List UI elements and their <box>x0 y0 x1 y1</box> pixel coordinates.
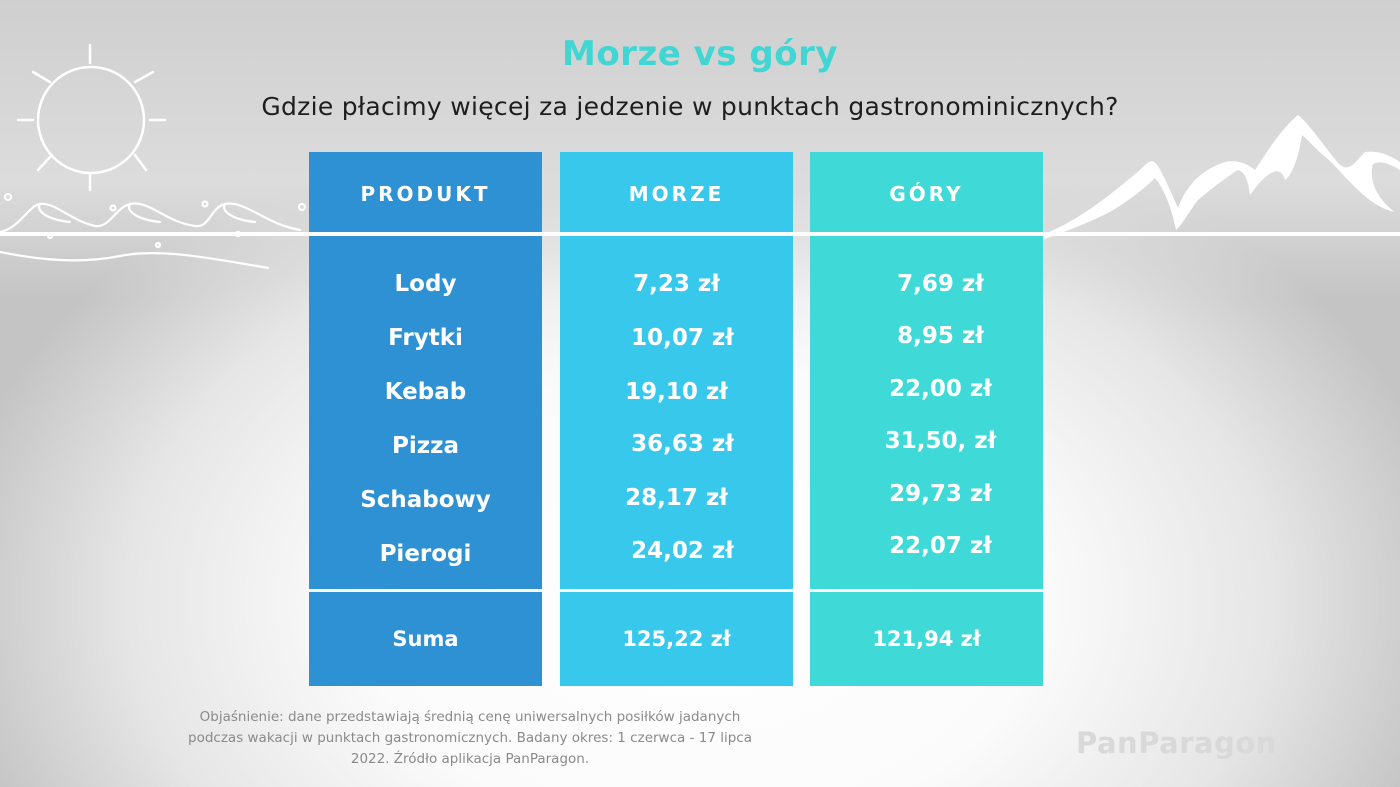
header-divider-line <box>0 232 1400 236</box>
morze-cell-lody: 7,23 zł <box>633 271 720 297</box>
gory-cell-frytki: 8,95 zł <box>897 323 984 349</box>
product-cell-pizza: Pizza <box>391 433 460 459</box>
gory-cell-lody: 7,69 zł <box>897 271 984 297</box>
gory-header: GÓRY <box>810 152 1043 235</box>
product-cell-lody: Lody <box>394 271 457 297</box>
morze-header: MORZE <box>560 152 793 235</box>
mountains-icon <box>1042 115 1400 240</box>
brand-logo: PanParagon <box>1076 726 1277 760</box>
morze-total: 125,22 zł <box>560 592 793 686</box>
gory-cell-pierogi: 22,07 zł <box>889 533 992 559</box>
morze-cell-schabowy: 28,17 zł <box>625 485 728 511</box>
page-title: Morze vs góry <box>561 34 838 74</box>
suma-label: Suma <box>309 592 542 686</box>
gory-body: 7,69 zł 8,95 zł 22,00 zł 31,50, zł 29,73… <box>810 236 1043 589</box>
morze-cell-frytki: 10,07 zł <box>631 325 734 351</box>
morze-body: 7,23 zł 10,07 zł 19,10 zł 36,63 zł 28,17… <box>560 236 793 589</box>
explanation-note: Objaśnienie: dane przedstawiają średnią … <box>170 707 770 770</box>
product-cell-kebab: Kebab <box>384 379 467 405</box>
gory-cell-pizza: 31,50, zł <box>884 428 997 454</box>
morze-cell-kebab: 19,10 zł <box>625 379 728 405</box>
morze-cell-pizza: 36,63 zł <box>631 431 734 457</box>
gory-cell-schabowy: 29,73 zł <box>889 481 992 507</box>
note-line-1: Objaśnienie: dane przedstawiają średnią … <box>199 709 741 725</box>
page-subtitle: Gdzie płacimy więcej za jedzenie w punkt… <box>261 92 1119 121</box>
gory-cell-kebab: 22,00 zł <box>889 376 992 402</box>
morze-cell-pierogi: 24,02 zł <box>631 538 734 564</box>
product-cell-schabowy: Schabowy <box>360 487 491 513</box>
product-cell-pierogi: Pierogi <box>379 541 472 567</box>
note-line-2: podczas wakacji w punktach gastronomiczn… <box>188 730 752 746</box>
note-line-3: 2022. Źródło aplikacja PanParagon. <box>350 751 590 767</box>
product-cell-frytki: Frytki <box>388 325 463 351</box>
gory-total: 121,94 zł <box>810 592 1043 686</box>
produkt-body: Lody Frytki Kebab Pizza Schabowy Pierogi <box>309 236 542 589</box>
produkt-header: PRODUKT <box>309 152 542 235</box>
